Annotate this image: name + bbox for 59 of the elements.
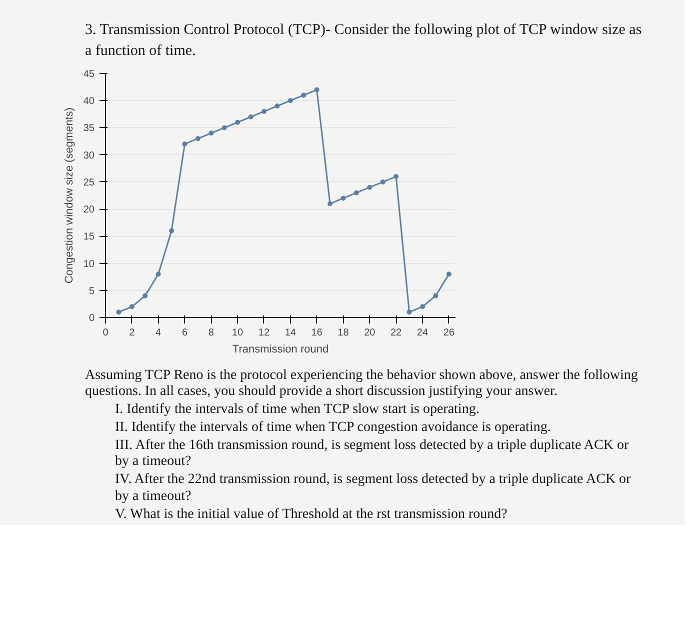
- point: [222, 125, 227, 130]
- y-tick-label: 15: [83, 232, 95, 243]
- x-tick-label: 0: [102, 327, 109, 338]
- text: II. Identify the intervals of time when TCP congestion avoidance is operating.: [115, 420, 552, 436]
- y-tick-label: 25: [83, 177, 95, 188]
- x-tick-label: 16: [311, 327, 323, 338]
- x-tick-label: 14: [284, 327, 296, 338]
- point: [261, 108, 266, 114]
- point: [195, 136, 200, 141]
- y-tick-label: 45: [83, 68, 95, 80]
- point: [433, 293, 438, 298]
- point: [288, 98, 293, 103]
- point: [274, 103, 280, 108]
- text: V. What is the initial value of Threshold at the rst transmission round?: [115, 506, 508, 523]
- y-tick-label: 40: [83, 96, 95, 107]
- x-tick-label: 6: [182, 327, 188, 338]
- x-tick-label: 22: [390, 327, 402, 338]
- x-tick-label: 2: [129, 327, 136, 338]
- point: [301, 92, 306, 98]
- y-tick-label: 30: [83, 150, 95, 162]
- text: I. Identify the intervals of time when TCP slow start is operating.: [115, 402, 480, 418]
- point: [156, 271, 161, 276]
- point: [446, 271, 452, 276]
- point: [354, 190, 359, 196]
- point: [182, 141, 188, 146]
- point: [420, 304, 425, 309]
- point: [208, 130, 214, 136]
- x-axis-title: Transmission round: [232, 343, 329, 356]
- y-tick-label: 5: [88, 286, 95, 297]
- text: III. After the 16th transmission round, is segment loss detected by a triple duplicate ACK or by a timeout?: [115, 438, 630, 470]
- x-tick-label: 20: [364, 327, 376, 338]
- x-tick-label: 12: [258, 327, 270, 338]
- y-tick-label: 0: [88, 312, 95, 324]
- y-tick-label: 20: [83, 204, 95, 216]
- point: [394, 174, 399, 179]
- point: [169, 228, 174, 234]
- x-tick-label: 8: [208, 327, 214, 338]
- chart-title: 3. Transmission Control Protocol (TCP)- Consider the following plot of TCP window size as a function of time.: [85, 21, 643, 62]
- point: [235, 120, 240, 125]
- y-tick-label: 35: [83, 123, 95, 134]
- text: IV. After the 22nd transmission round, is segment loss detected by a triple duplicate ACK or by a timeout?: [115, 472, 632, 505]
- y-tick-label: 10: [83, 258, 95, 270]
- point: [380, 179, 386, 184]
- x-tick-label: 24: [416, 327, 428, 338]
- point: [367, 184, 372, 190]
- x-tick-label: 4: [156, 327, 162, 338]
- x-tick-label: 10: [232, 327, 244, 338]
- point: [116, 309, 122, 314]
- text: Assuming TCP Reno is the protocol experiencing the behavior shown above, answer the following questions. In all cases, you should provide a short discussion justifying your answer.: [85, 368, 639, 400]
- point: [248, 114, 254, 120]
- y-axis-title: Congestion window size (segments): [63, 107, 76, 284]
- point: [406, 309, 412, 314]
- point: [129, 304, 134, 309]
- x-tick-label: 18: [338, 327, 350, 338]
- point: [314, 87, 320, 92]
- point: [328, 200, 333, 206]
- point: [340, 196, 346, 201]
- x-tick-label: 26: [443, 327, 455, 338]
- point: [142, 293, 148, 298]
